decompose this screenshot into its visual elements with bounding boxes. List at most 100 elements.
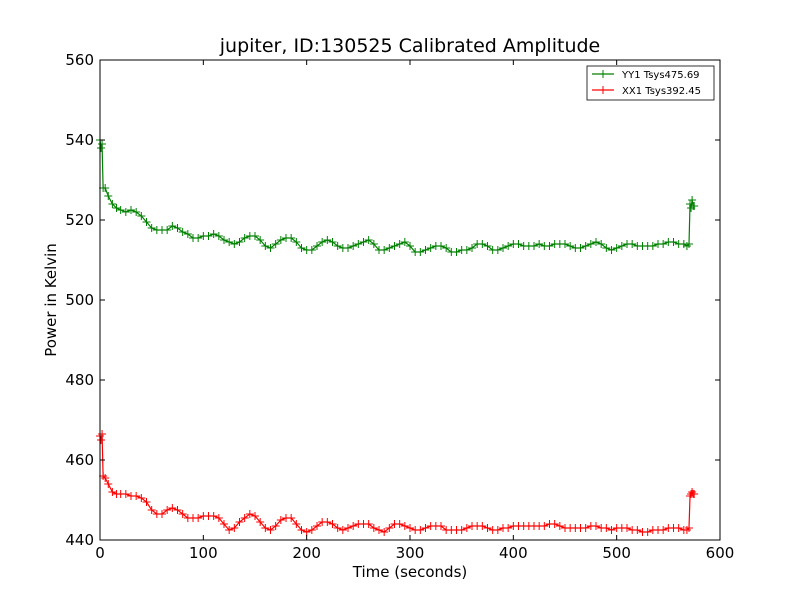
data-point-0-115 [669,238,678,246]
data-point-0-4 [101,184,110,192]
data-point-0-32 [240,234,249,242]
data-point-0-104 [612,244,621,252]
data-point-0-35 [256,236,265,244]
data-point-1-39 [276,516,285,524]
data-point-1-41 [287,514,296,522]
data-point-0-103 [607,246,616,254]
x-tick-label-2: 200 [292,544,321,562]
data-point-0-1 [97,144,106,152]
y-tick-label-0: 440 [65,531,94,549]
data-point-0-17 [163,226,172,234]
data-point-0-73 [452,248,461,256]
data-point-0-20 [178,228,187,236]
data-point-1-64 [406,524,414,532]
data-point-0-21 [183,230,192,238]
data-point-0-99 [586,240,595,248]
data-point-0-71 [442,244,451,252]
data-point-1-51 [338,526,347,534]
data-point-1-103 [607,526,616,534]
legend-marker-0 [599,70,607,78]
data-point-1-58 [375,526,383,534]
data-point-0-97 [576,244,585,252]
chart-title: jupiter, ID:130525 Calibrated Amplitude [219,35,600,57]
data-point-1-124 [690,490,699,498]
data-point-1-60 [385,524,394,532]
data-point-0-105 [617,242,626,250]
data-point-1-78 [478,522,487,530]
data-point-0-82 [499,244,507,252]
data-point-1-31 [235,518,244,526]
data-point-1-62 [395,520,404,528]
data-point-1-45 [307,526,316,534]
data-point-1-12 [137,494,146,502]
data-point-1-122 [688,488,697,496]
data-point-0-26 [209,230,218,238]
data-point-0-102 [602,244,611,252]
data-point-0-37 [266,244,275,252]
data-point-0-29 [225,238,234,246]
data-point-0-94 [561,240,569,248]
data-point-0-9 [121,208,130,216]
data-point-1-14 [147,506,156,514]
data-point-1-30 [230,524,239,532]
data-point-1-29 [225,526,234,534]
data-point-0-76 [468,244,476,252]
data-point-1-98 [581,524,590,532]
data-point-1-32 [240,514,249,522]
data-point-0-30 [230,240,239,248]
data-point-1-18 [168,504,177,512]
data-point-1-33 [245,510,254,518]
data-point-0-19 [173,224,182,232]
data-point-0-85 [514,240,523,248]
data-point-0-61 [390,242,399,250]
data-point-0-55 [359,238,368,246]
y-tick-label-1: 460 [65,451,94,469]
data-point-0-88 [530,242,538,250]
data-point-0-107 [628,240,637,248]
data-point-1-52 [344,524,352,532]
data-point-0-53 [349,242,358,250]
data-point-1-27 [214,514,223,522]
data-point-1-67 [421,524,430,532]
data-point-1-37 [266,526,275,534]
data-point-1-59 [380,528,389,536]
data-point-1-93 [555,522,564,530]
data-point-0-41 [287,234,296,242]
data-point-0-2 [98,140,107,148]
data-point-1-49 [328,520,337,528]
data-point-0-111 [648,242,657,250]
data-point-0-45 [307,246,316,254]
data-point-1-23 [194,514,203,522]
y-tick-label-3: 500 [65,291,94,309]
data-point-0-50 [333,242,342,250]
x-tick-label-5: 500 [602,544,631,562]
y-tick-label-5: 540 [65,131,94,149]
data-point-1-113 [659,526,668,534]
data-point-1-4 [101,474,110,482]
data-point-1-19 [173,506,182,514]
data-point-1-50 [333,524,342,532]
data-point-0-67 [421,246,430,254]
data-point-0-89 [535,240,544,248]
data-point-0-27 [214,232,223,240]
data-point-0-57 [369,240,378,248]
ticks-layer: 0 100 200 300 400 500 600 440 460 480 500 520 540 560 [65,51,734,562]
data-point-1-102 [602,524,611,532]
data-point-1-44 [302,528,311,536]
data-point-0-49 [328,238,337,246]
data-point-1-28 [220,520,228,528]
data-point-1-66 [416,526,425,534]
data-point-0-101 [597,240,606,248]
data-point-0-25 [204,232,213,240]
data-point-1-116 [674,524,683,532]
legend-box [586,65,715,101]
data-point-0-54 [354,240,363,248]
data-point-1-100 [592,522,600,530]
data-point-1-42 [292,520,301,528]
data-point-0-13 [142,218,151,226]
data-point-0-42 [292,238,301,246]
data-point-1-70 [437,522,445,530]
data-point-1-6 [108,488,117,496]
data-point-0-70 [437,242,445,250]
